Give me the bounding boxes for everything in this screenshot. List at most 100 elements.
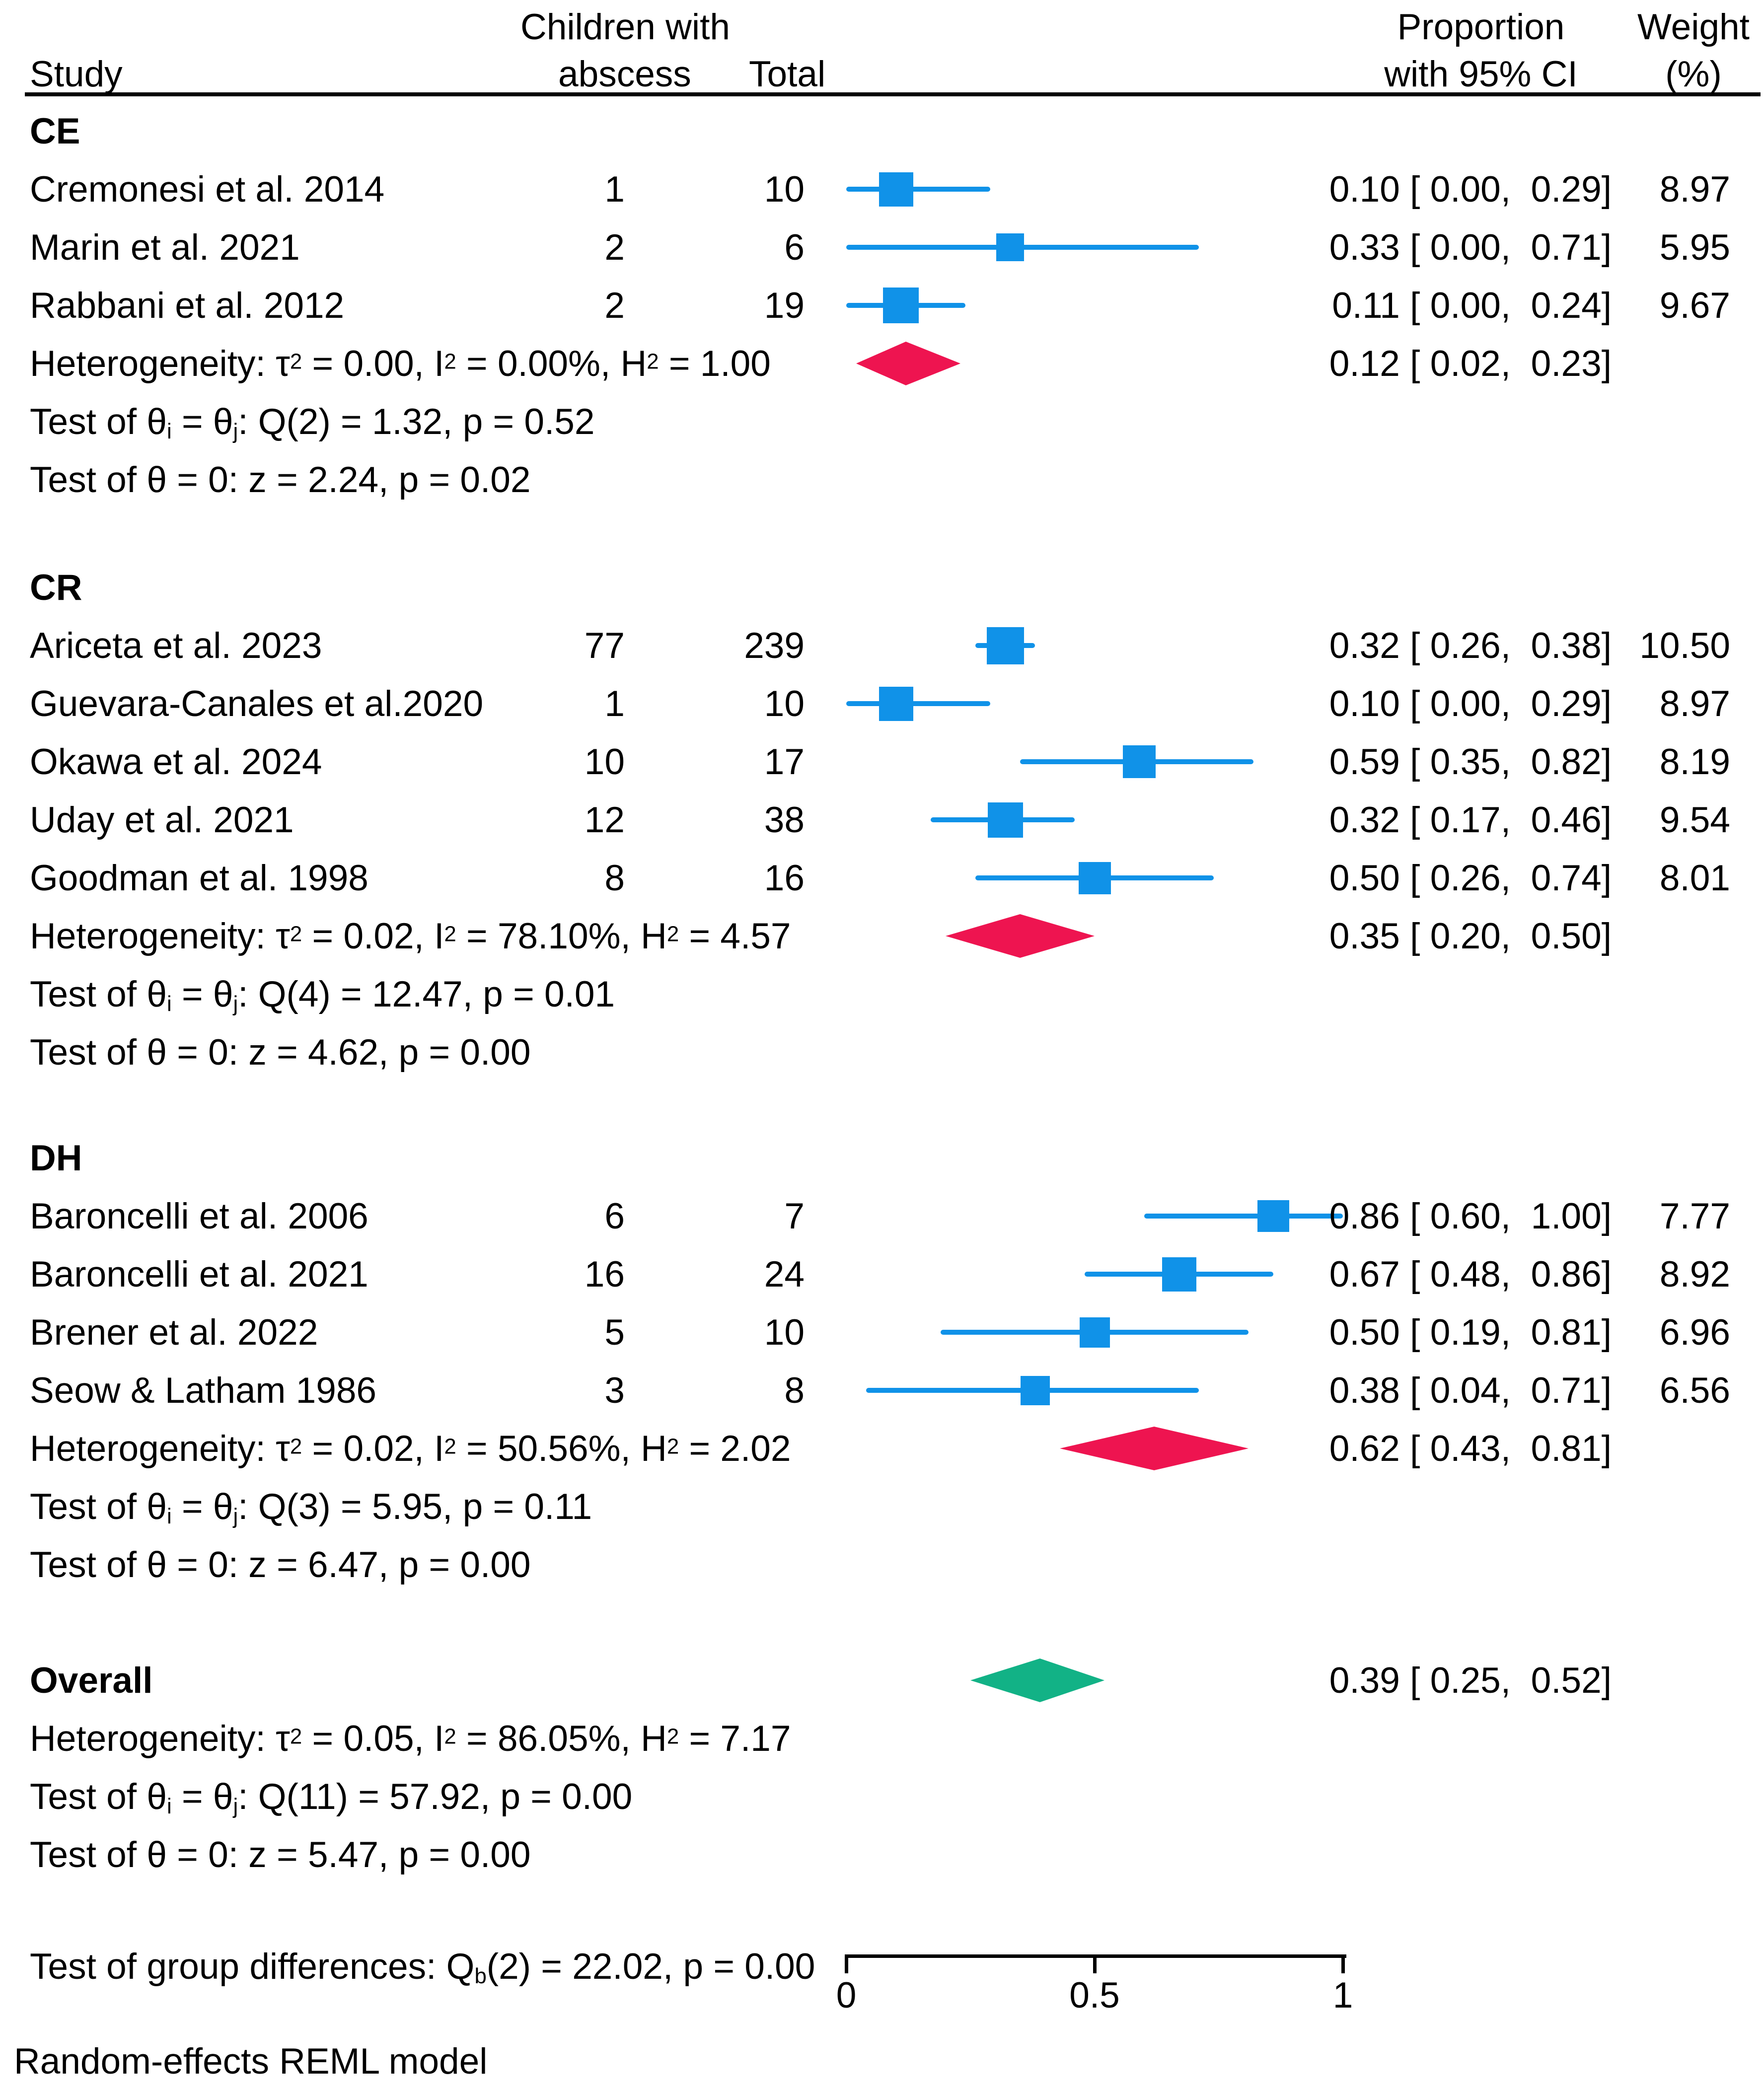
ci-line [1144, 1214, 1343, 1219]
x-axis-tick-0 [845, 1954, 848, 1973]
ci-line [846, 701, 990, 706]
study-total: 10 [764, 169, 805, 210]
header-rule [25, 92, 1761, 96]
total-column-header: Total [749, 54, 826, 94]
study-label: Rabbani et al. 2012 [30, 285, 345, 326]
study-ci-text: 0.38 [ 0.04, 0.71] [1329, 1370, 1612, 1411]
study-ci-text: 0.10 [ 0.00, 0.29] [1329, 169, 1612, 210]
study-label: Baroncelli et al. 2021 [30, 1254, 368, 1295]
study-weight: 9.67 [1659, 285, 1730, 326]
study-weight: 8.97 [1659, 169, 1730, 210]
study-weight: 6.96 [1659, 1312, 1730, 1353]
study-estimate-square [996, 233, 1024, 261]
x-axis-label-05: 0.5 [1069, 1975, 1120, 2016]
study-events: 1 [604, 169, 625, 210]
study-events: 5 [604, 1312, 625, 1353]
study-ci-text: 0.59 [ 0.35, 0.82] [1329, 741, 1612, 782]
study-total: 10 [764, 1312, 805, 1353]
study-estimate-square [987, 802, 1023, 838]
test-theta-ij-text: Test of θi = θj: Q(2) = 1.32, p = 0.52 [30, 401, 595, 443]
study-ci-text: 0.50 [ 0.26, 0.74] [1329, 858, 1612, 898]
test-theta-zero-text: Test of θ = 0: z = 6.47, p = 0.00 [30, 1544, 531, 1585]
events-header-line2: abscess [558, 54, 691, 94]
x-axis-tick-05 [1093, 1954, 1097, 1973]
study-weight: 8.97 [1659, 683, 1730, 724]
study-weight: 6.56 [1659, 1370, 1730, 1411]
study-estimate-square [1123, 745, 1156, 778]
study-column-header: Study [30, 54, 123, 94]
study-total: 19 [764, 285, 805, 326]
study-weight: 9.54 [1659, 799, 1730, 840]
ci-line [846, 187, 990, 192]
study-label: Seow & Latham 1986 [30, 1370, 377, 1411]
overall-heterogeneity-text: Heterogeneity: τ2 = 0.05, I2 = 86.05%, H… [30, 1718, 791, 1759]
test-theta-ij-text: Test of θi = θj: Q(4) = 12.47, p = 0.01 [30, 974, 615, 1016]
study-weight: 10.50 [1639, 625, 1730, 666]
proportion-header-line2: with 95% CI [1384, 54, 1578, 94]
study-weight: 5.95 [1659, 227, 1730, 268]
study-ci-text: 0.32 [ 0.17, 0.46] [1329, 799, 1612, 840]
study-ci-text: 0.50 [ 0.19, 0.81] [1329, 1312, 1612, 1353]
study-events: 1 [604, 683, 625, 724]
study-events: 2 [604, 227, 625, 268]
study-total: 17 [764, 741, 805, 782]
group-summary-diamond [1060, 1427, 1249, 1470]
study-weight: 8.01 [1659, 858, 1730, 898]
weight-header-line2: (%) [1665, 54, 1722, 94]
study-ci-text: 0.33 [ 0.00, 0.71] [1329, 227, 1612, 268]
study-label: Cremonesi et al. 2014 [30, 169, 385, 210]
study-estimate-square [986, 627, 1024, 664]
x-axis-label-0: 0 [836, 1975, 857, 2016]
group-label: CE [30, 111, 80, 151]
study-total: 7 [784, 1196, 805, 1236]
study-events: 3 [604, 1370, 625, 1411]
group-differences-text: Test of group differences: Qb(2) = 22.02… [30, 1946, 815, 1988]
overall-summary-diamond [970, 1658, 1104, 1702]
study-estimate-square [1020, 1375, 1050, 1405]
study-estimate-square [1078, 862, 1111, 894]
study-events: 6 [604, 1196, 625, 1236]
weight-header-line1: Weight [1637, 7, 1750, 47]
overall-test-theta-zero-text: Test of θ = 0: z = 5.47, p = 0.00 [30, 1834, 531, 1875]
study-label: Ariceta et al. 2023 [30, 625, 322, 666]
study-label: Baroncelli et al. 2006 [30, 1196, 368, 1236]
study-estimate-square [1162, 1257, 1196, 1292]
study-total: 6 [784, 227, 805, 268]
study-events: 12 [584, 799, 625, 840]
group-summary-ci-text: 0.12 [ 0.02, 0.23] [1329, 343, 1612, 384]
study-ci-text: 0.86 [ 0.60, 1.00] [1329, 1196, 1612, 1236]
study-events: 10 [584, 741, 625, 782]
x-axis-tick-1 [1341, 1954, 1345, 1973]
study-estimate-square [879, 686, 913, 721]
study-estimate-square [883, 288, 919, 323]
study-label: Guevara-Canales et al.2020 [30, 683, 484, 724]
study-estimate-square [1257, 1200, 1289, 1232]
study-events: 16 [584, 1254, 625, 1295]
study-weight: 7.77 [1659, 1196, 1730, 1236]
study-label: Uday et al. 2021 [30, 799, 294, 840]
study-estimate-square [879, 172, 913, 207]
group-summary-diamond [946, 914, 1095, 958]
group-summary-diamond [856, 342, 960, 385]
study-weight: 8.19 [1659, 741, 1730, 782]
group-label: CR [30, 567, 82, 608]
study-weight: 8.92 [1659, 1254, 1730, 1295]
test-theta-ij-text: Test of θi = θj: Q(3) = 5.95, p = 0.11 [30, 1486, 592, 1528]
study-total: 24 [764, 1254, 805, 1295]
study-label: Okawa et al. 2024 [30, 741, 322, 782]
study-label: Brener et al. 2022 [30, 1312, 318, 1353]
heterogeneity-text: Heterogeneity: τ2 = 0.02, I2 = 50.56%, H… [30, 1428, 791, 1469]
proportion-header-line1: Proportion [1397, 7, 1565, 47]
heterogeneity-text: Heterogeneity: τ2 = 0.00, I2 = 0.00%, H2… [30, 343, 771, 384]
study-ci-text: 0.67 [ 0.48, 0.86] [1329, 1254, 1612, 1295]
study-total: 10 [764, 683, 805, 724]
study-total: 16 [764, 858, 805, 898]
overall-ci-text: 0.39 [ 0.25, 0.52] [1329, 1660, 1612, 1701]
x-axis-label-1: 1 [1332, 1975, 1353, 2016]
overall-test-theta-ij-text: Test of θi = θj: Q(11) = 57.92, p = 0.00 [30, 1776, 633, 1818]
study-ci-text: 0.11 [ 0.00, 0.24] [1332, 285, 1612, 326]
study-estimate-square [1079, 1317, 1110, 1348]
study-ci-text: 0.10 [ 0.00, 0.29] [1329, 683, 1612, 724]
study-events: 2 [604, 285, 625, 326]
